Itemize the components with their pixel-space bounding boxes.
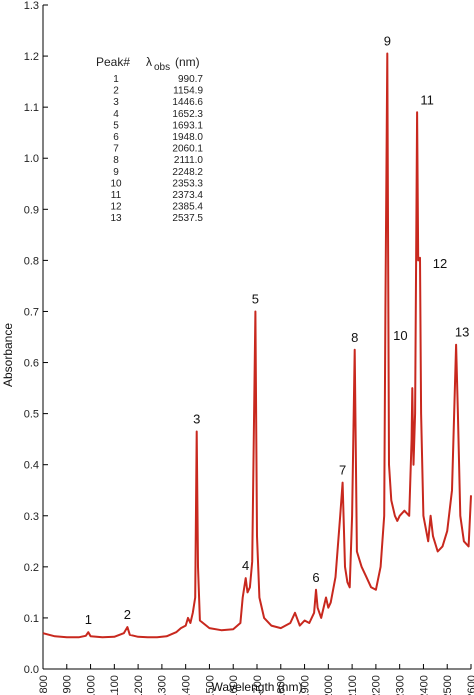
x-tick-label: 1100: [109, 675, 121, 695]
x-tick-label: 900: [62, 675, 74, 693]
table-peak-wavelength: 2111.0: [174, 155, 204, 166]
table-header-unit: (nm): [175, 55, 200, 69]
peak-label: 3: [193, 411, 200, 426]
peak-label: 8: [351, 330, 358, 345]
table-peak-number: 13: [110, 213, 122, 224]
table-peak-number: 9: [113, 167, 119, 178]
x-tick-label: 1600: [228, 675, 240, 695]
peak-label: 2: [124, 607, 131, 622]
table-peak-number: 7: [113, 144, 119, 155]
y-tick-label: 1.3: [24, 0, 39, 12]
table-peak-wavelength: 2373.4: [172, 190, 203, 201]
table-peak-wavelength: 2537.5: [172, 213, 203, 224]
y-tick-label: 1.1: [24, 102, 39, 114]
peak-label: 6: [312, 570, 319, 585]
x-axis-label: Wavelength (nm): [212, 680, 303, 694]
table-peak-wavelength: 2060.1: [172, 144, 203, 155]
x-tick-label: 1300: [157, 675, 169, 695]
ticks: 800 900 1000 1100 1200 1300 1400 1500 1600 1700 18…: [24, 0, 474, 695]
y-tick-label: 0.0: [24, 664, 39, 676]
x-tick-label: 1500: [204, 675, 216, 695]
x-tick-label: 2000: [323, 675, 335, 695]
table-peak-number: 2: [113, 86, 119, 97]
peak-table: Peak# λ obs (nm) 1 990.7 2 1154.9 3 1446.6 4 1652.3…: [96, 55, 203, 224]
peak-label: 5: [252, 291, 259, 306]
table-peak-wavelength: 990.7: [178, 74, 203, 85]
peak-label: 12: [433, 256, 447, 271]
table-peak-number: 8: [113, 155, 119, 166]
table-peak-number: 11: [111, 190, 122, 201]
table-peak-wavelength: 2385.4: [172, 202, 203, 213]
y-tick-label: 0.7: [24, 306, 39, 318]
x-tick-label: 1800: [276, 675, 288, 695]
y-tick-label: 1.0: [24, 153, 39, 165]
table-peak-number: 6: [113, 132, 119, 143]
y-tick-label: 0.2: [24, 562, 39, 574]
y-tick-label: 0.8: [24, 255, 39, 267]
table-header-lambda-sub: obs: [154, 62, 170, 73]
x-tick-label: 1000: [85, 675, 97, 695]
peak-label: 7: [339, 463, 346, 478]
x-tick-label: 2100: [347, 675, 359, 695]
x-tick-label: 1400: [181, 675, 193, 695]
table-peak-number: 1: [113, 74, 119, 85]
table-header-peak: Peak#: [96, 55, 130, 69]
x-tick-label: 1900: [299, 675, 311, 695]
peak-label: 11: [420, 92, 434, 107]
y-tick-label: 0.3: [24, 511, 39, 523]
y-tick-label: 0.6: [24, 358, 39, 370]
table-peak-number: 5: [113, 120, 119, 131]
y-tick-label: 0.5: [24, 409, 39, 421]
absorbance-line: [42, 52, 472, 639]
peak-label: 9: [384, 34, 391, 49]
x-tick-label: 2300: [395, 675, 407, 695]
table-peak-number: 12: [110, 202, 122, 213]
table-peak-wavelength: 2248.2: [172, 167, 203, 178]
peak-label: 10: [393, 328, 407, 343]
x-tick-label: 2500: [442, 675, 454, 695]
table-peak-number: 10: [110, 178, 122, 189]
peak-label: 1: [85, 612, 92, 627]
table-peak-wavelength: 1154.9: [173, 86, 203, 97]
y-tick-label: 0.9: [24, 204, 39, 216]
x-tick-label: 800: [38, 675, 50, 693]
y-axis-label: Absorbance: [1, 323, 15, 387]
peak-label: 4: [242, 558, 249, 573]
table-peak-number: 3: [113, 97, 119, 108]
x-tick-label: 2600: [466, 675, 474, 695]
y-tick-label: 0.1: [24, 613, 39, 625]
table-peak-wavelength: 1948.0: [172, 132, 203, 143]
table-peak-wavelength: 1652.3: [172, 109, 203, 120]
table-peak-wavelength: 1446.6: [172, 97, 203, 108]
x-tick-label: 1200: [133, 675, 145, 695]
y-tick-label: 1.2: [24, 51, 39, 63]
x-tick-label: 2200: [371, 675, 383, 695]
table-peak-wavelength: 2353.3: [172, 178, 203, 189]
table-peak-wavelength: 1693.1: [172, 120, 203, 131]
peak-label: 13: [455, 325, 469, 340]
x-tick-label: 1700: [252, 675, 264, 695]
table-header-lambda: λ: [146, 55, 152, 69]
y-tick-label: 0.4: [24, 460, 39, 472]
table-peak-number: 4: [113, 109, 119, 120]
x-tick-label: 2400: [418, 675, 430, 695]
